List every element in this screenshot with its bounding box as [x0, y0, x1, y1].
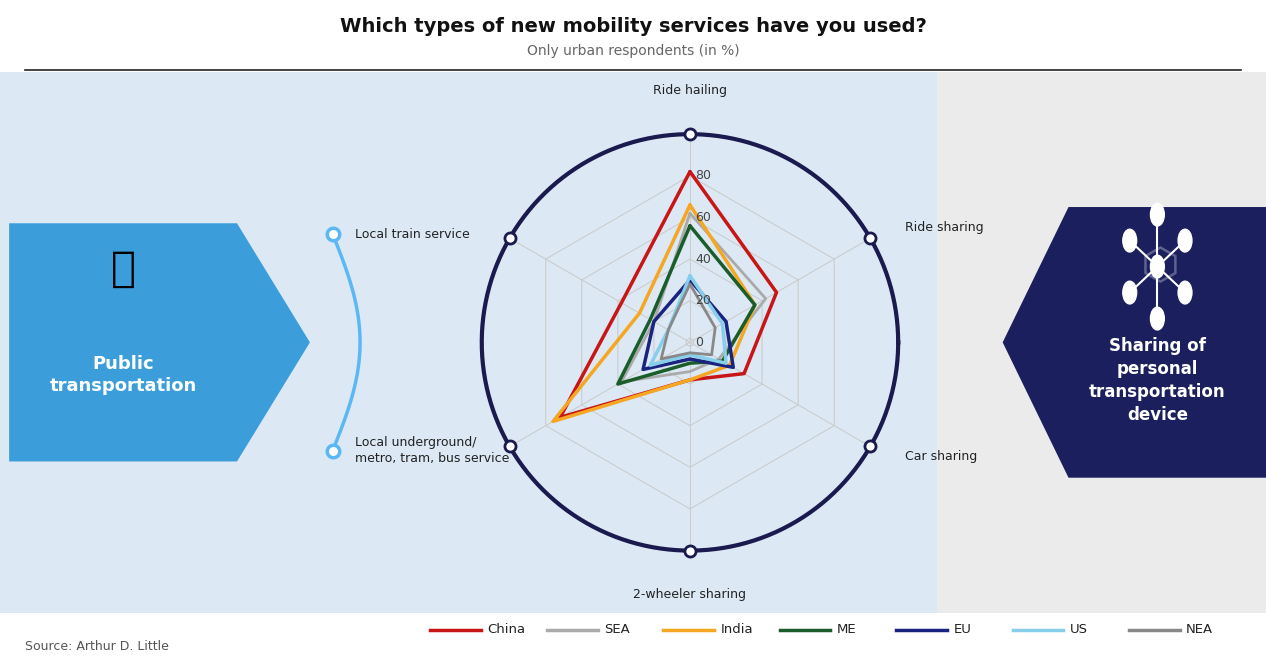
Text: 20: 20: [695, 294, 711, 308]
Text: Public
transportation: Public transportation: [49, 354, 196, 395]
Circle shape: [1123, 281, 1137, 304]
Circle shape: [1179, 281, 1193, 304]
Text: 40: 40: [695, 253, 711, 265]
Text: 2-wheeler sharing: 2-wheeler sharing: [633, 588, 747, 601]
Text: 80: 80: [695, 170, 711, 182]
Text: US: US: [1070, 623, 1087, 636]
Text: 👤: 👤: [1152, 257, 1163, 276]
Text: Ride hailing: Ride hailing: [653, 84, 727, 96]
Text: 0: 0: [695, 336, 703, 349]
Text: NEA: NEA: [1186, 623, 1213, 636]
Text: 🚌: 🚌: [110, 249, 135, 290]
Text: Ride sharing: Ride sharing: [905, 221, 984, 234]
Text: Car sharing: Car sharing: [905, 450, 977, 464]
Polygon shape: [1003, 207, 1266, 478]
Text: 60: 60: [695, 211, 711, 224]
Polygon shape: [9, 223, 310, 462]
Text: China: China: [487, 623, 525, 636]
Text: ME: ME: [837, 623, 857, 636]
Text: Local underground/
metro, tram, bus service: Local underground/ metro, tram, bus serv…: [356, 436, 510, 465]
Text: Which types of new mobility services have you used?: Which types of new mobility services hav…: [339, 17, 927, 36]
Text: EU: EU: [953, 623, 971, 636]
Text: Sharing of
personal
transportation
device: Sharing of personal transportation devic…: [1089, 337, 1225, 423]
Circle shape: [1151, 203, 1165, 226]
Text: India: India: [720, 623, 753, 636]
Circle shape: [1151, 255, 1165, 278]
Text: Local train service: Local train service: [356, 228, 470, 241]
Text: Only urban respondents (in %): Only urban respondents (in %): [527, 44, 739, 58]
Circle shape: [1179, 229, 1193, 252]
Circle shape: [1123, 229, 1137, 252]
Text: SEA: SEA: [604, 623, 629, 636]
Text: Source: Arthur D. Little: Source: Arthur D. Little: [25, 641, 170, 653]
Circle shape: [1151, 307, 1165, 330]
Text: ⬡: ⬡: [1141, 245, 1180, 288]
